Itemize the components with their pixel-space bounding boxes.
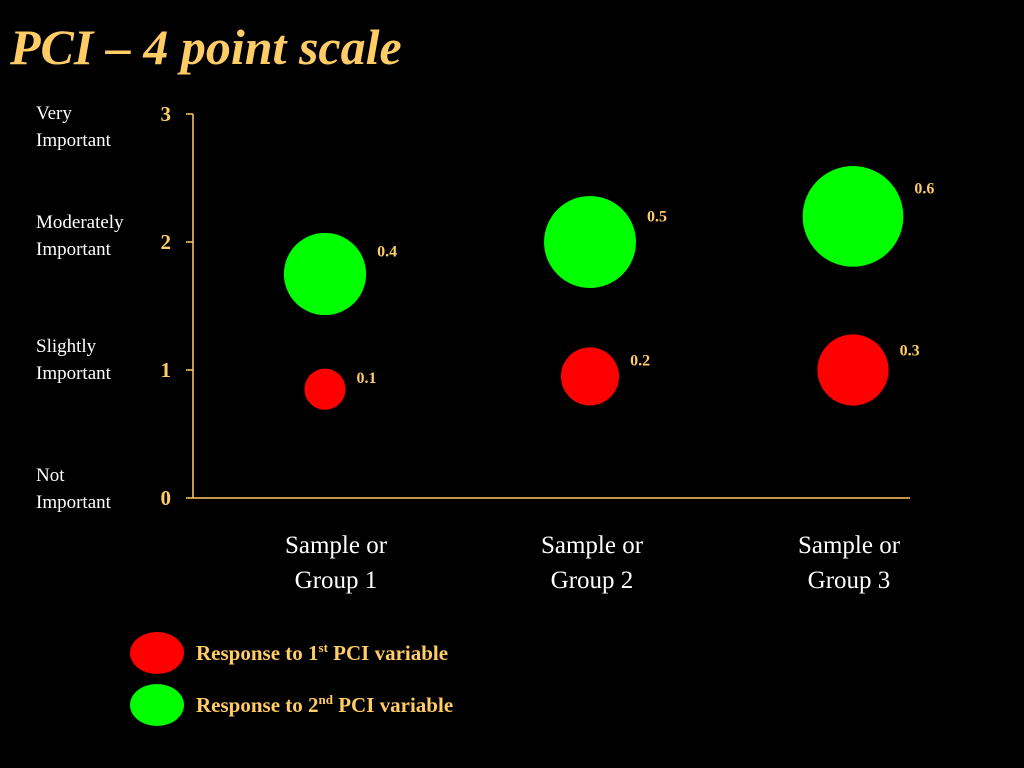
scale-label-line: Slightly: [36, 336, 97, 357]
bubble-series-2-point-2: [544, 196, 636, 288]
bubble-data-label: 0.4: [377, 243, 397, 260]
scale-label-line: Important: [36, 239, 111, 260]
legend-label-first-variable: Response to 1st PCI variable: [196, 640, 449, 665]
category-label-group-2: Sample or Group 2: [502, 528, 682, 598]
bubble-series-1-point-2: [560, 347, 620, 406]
bubble-data-label: 0.6: [914, 181, 934, 198]
y-tick-label: 1: [161, 358, 172, 382]
bubble-data-label: 0.1: [357, 370, 377, 387]
legend-item-first-variable: Response to 1st PCI variable: [130, 632, 448, 674]
bubble-series-2-point-3: [802, 166, 904, 267]
scale-label-very-important: Very Important: [36, 100, 166, 154]
category-label-line: Group 3: [807, 567, 891, 594]
category-label-line: Group 2: [550, 567, 634, 594]
y-tick-label: 0: [161, 486, 172, 510]
bubble-series-1-point-1: [304, 368, 346, 410]
category-label-group-3: Sample or Group 3: [759, 528, 939, 598]
y-tick-label: 3: [161, 102, 172, 126]
legend-swatch-green: [130, 684, 184, 726]
scale-label-line: Moderately: [36, 212, 124, 233]
category-label-line: Sample or: [284, 532, 388, 559]
scale-label-line: Important: [36, 363, 111, 384]
scale-label-not-important: Not Important: [36, 462, 166, 516]
bubble-data-label: 0.3: [900, 342, 920, 359]
y-tick-label: 2: [161, 230, 172, 254]
category-label-line: Sample or: [797, 532, 901, 559]
legend-label-second-variable: Response to 2nd PCI variable: [196, 692, 454, 717]
category-label-group-1: Sample or Group 1: [246, 528, 426, 598]
bubble-data-label: 0.5: [647, 209, 667, 226]
category-label-line: Sample or: [540, 532, 644, 559]
legend-swatch-red: [130, 632, 184, 674]
legend-item-second-variable: Response to 2nd PCI variable: [130, 684, 453, 726]
bubble-series-2-point-1: [283, 232, 367, 316]
bubble-series-1-point-3: [817, 334, 889, 406]
scale-label-slightly-important: Slightly Important: [36, 333, 166, 387]
bubble-data-label: 0.2: [630, 352, 650, 369]
page-title: PCI – 4 point scale: [10, 19, 402, 75]
category-label-line: Group 1: [294, 567, 378, 594]
scale-label-moderately-important: Moderately Important: [36, 209, 166, 263]
scale-label-line: Not: [36, 465, 65, 486]
scale-label-line: Important: [36, 130, 111, 151]
scale-label-line: Very: [36, 103, 72, 124]
scale-label-line: Important: [36, 492, 111, 513]
